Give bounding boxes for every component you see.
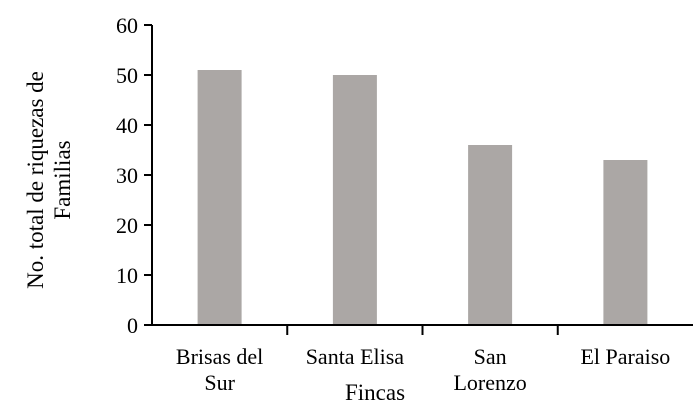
y-ticks-group: 0 10 20 30 40 50 60: [116, 13, 152, 338]
x-tick-label-1: Santa Elisa: [306, 344, 405, 369]
y-axis-title: No. total de riquezas deFamilias: [23, 71, 75, 289]
y-tick-label-6: 60: [116, 13, 138, 38]
x-labels-group: Brisas del Sur Santa Elisa San Lorenzo El Par…: [176, 344, 670, 395]
x-tick-label-3: El Paraiso: [580, 344, 670, 369]
bars-group: [197, 70, 648, 325]
x-axis-title: Fincas: [345, 380, 405, 405]
bar-2: [468, 145, 513, 325]
y-tick-label-2: 20: [116, 213, 138, 238]
x-tick-label-2: San Lorenzo: [453, 344, 526, 395]
y-tick-label-0: 0: [127, 313, 138, 338]
bar-3: [603, 160, 648, 325]
y-tick-label-5: 50: [116, 63, 138, 88]
bar-1: [332, 75, 377, 325]
y-tick-label-3: 30: [116, 163, 138, 188]
x-tick-label-0: Brisas del Sur: [176, 344, 263, 395]
bar-0: [197, 70, 242, 325]
y-tick-label-4: 40: [116, 113, 138, 138]
y-tick-label-1: 10: [116, 263, 138, 288]
